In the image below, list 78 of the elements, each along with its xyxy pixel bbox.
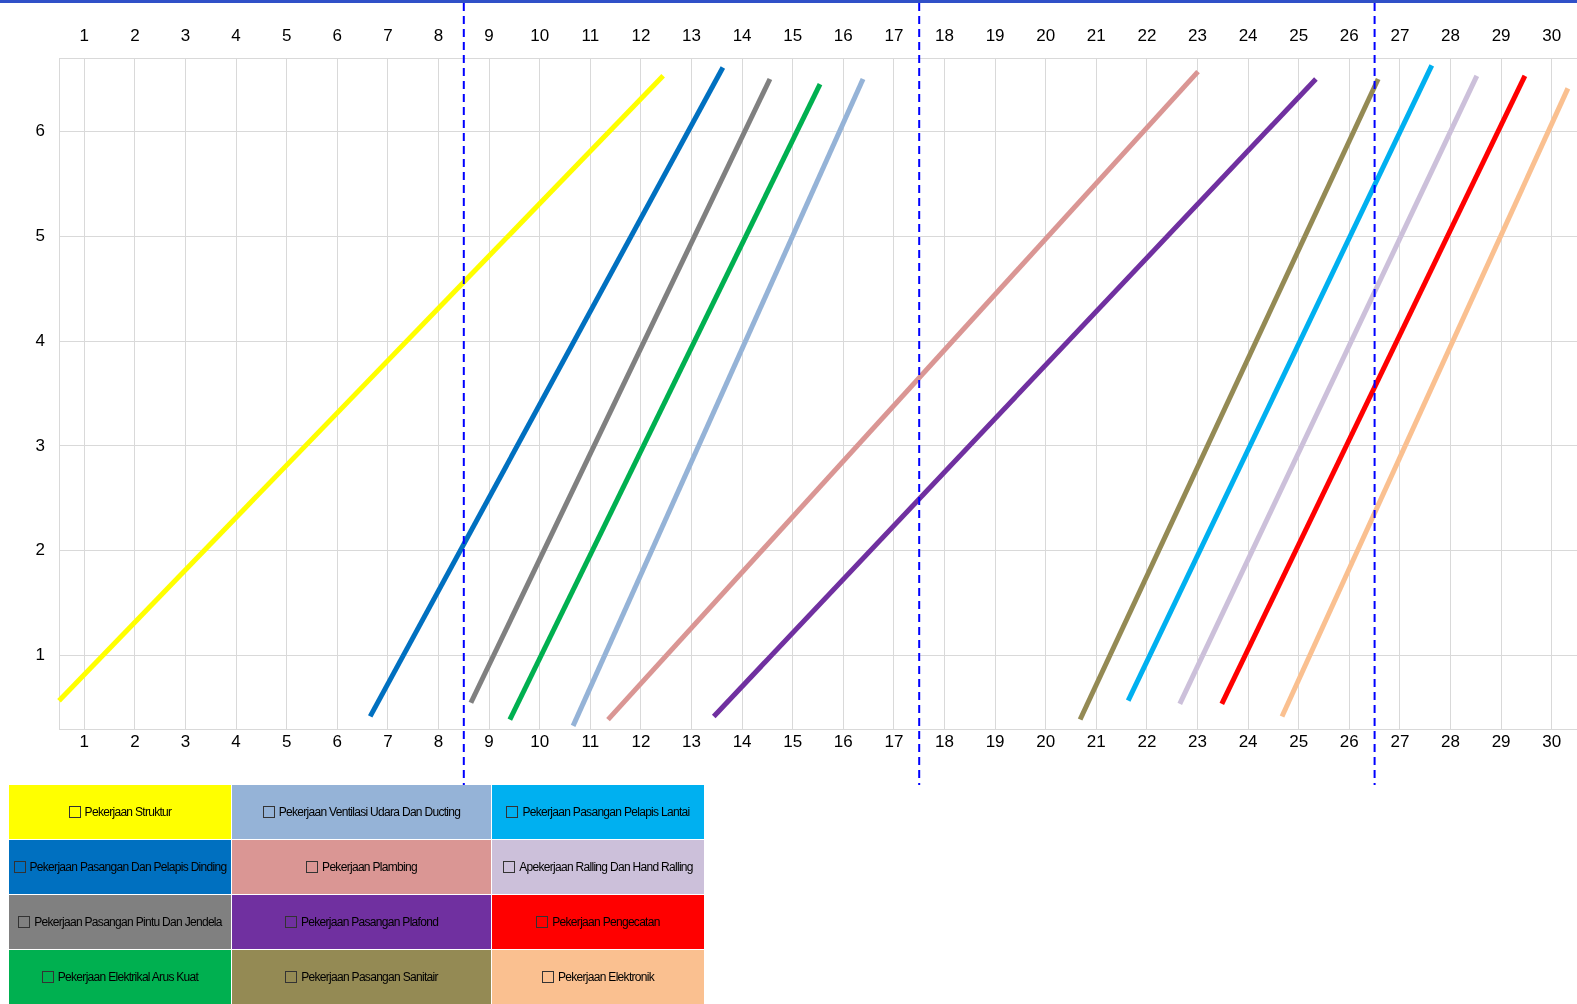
x2-tick-label: 23 xyxy=(1188,26,1207,46)
x2-tick-label: 11 xyxy=(581,26,600,46)
x2-tick-label: 12 xyxy=(631,26,651,46)
x-tick-label: 24 xyxy=(1238,731,1258,751)
legend-label: Pekerjaan Pasangan Pelapis Lantai xyxy=(522,805,690,819)
x2-tick-label: 2 xyxy=(130,26,140,46)
x-tick-label: 18 xyxy=(935,731,954,751)
x-tick-label: 19 xyxy=(985,731,1005,751)
x2-tick-label: 29 xyxy=(1491,26,1511,46)
x2-tick-label: 19 xyxy=(985,26,1005,46)
x2-tick-label: 25 xyxy=(1289,26,1309,46)
x-tick-label: 23 xyxy=(1188,731,1207,751)
x2-tick-label: 1 xyxy=(79,26,90,46)
x-tick-label: 27 xyxy=(1390,731,1410,751)
x2-tick-label: 9 xyxy=(484,26,494,46)
legend-label: Pekerjaan Elektronik xyxy=(557,970,655,984)
x-tick-label: 28 xyxy=(1441,731,1460,751)
x2-tick-label: 28 xyxy=(1441,26,1460,46)
x2-tick-label: 27 xyxy=(1390,26,1410,46)
x2-tick-label: 17 xyxy=(884,26,904,46)
x-tick-label: 9 xyxy=(484,731,494,751)
x2-tick-label: 18 xyxy=(935,26,954,46)
x-tick-label: 15 xyxy=(783,731,803,751)
x-tick-label: 14 xyxy=(732,731,752,751)
x2-tick-label: 24 xyxy=(1238,26,1258,46)
y-tick-label: 3 xyxy=(35,435,45,455)
legend-label: Pekerjaan Pasangan Sanitair xyxy=(301,970,438,984)
x2-tick-label: 22 xyxy=(1137,26,1157,46)
x-tick-label: 29 xyxy=(1491,731,1511,751)
y-tick-label: 6 xyxy=(35,121,45,141)
x2-tick-label: 20 xyxy=(1036,26,1056,46)
x2-tick-label: 16 xyxy=(833,26,853,46)
x-tick-label: 6 xyxy=(332,731,343,751)
legend-label: Pekerjaan Elektrikal Arus Kuat xyxy=(57,970,199,984)
x2-tick-label: 30 xyxy=(1542,26,1562,46)
x-tick-label: 12 xyxy=(631,731,651,751)
y-tick-label: 1 xyxy=(35,645,45,665)
legend-label: Pekerjaan Pasangan Pintu Dan Jendela xyxy=(34,915,222,929)
legend-label: Pekerjaan Pasangan Plafond xyxy=(300,915,439,929)
x2-tick-label: 13 xyxy=(682,26,701,46)
x-tick-label: 30 xyxy=(1542,731,1562,751)
x-tick-label: 16 xyxy=(833,731,853,751)
x-tick-label: 1 xyxy=(79,731,90,751)
x2-tick-label: 14 xyxy=(732,26,752,46)
x2-tick-label: 26 xyxy=(1339,26,1359,46)
x-tick-label: 21 xyxy=(1086,731,1106,751)
x-tick-label: 17 xyxy=(884,731,904,751)
x-tick-label: 26 xyxy=(1339,731,1359,751)
x2-tick-label: 7 xyxy=(383,26,393,46)
x-tick-label: 20 xyxy=(1036,731,1056,751)
x-tick-label: 8 xyxy=(433,731,444,751)
y-tick-label: 4 xyxy=(35,330,45,350)
legend-label: Pekerjaan Ventilasi Udara Dan Ducting xyxy=(278,805,461,819)
x-tick-label: 3 xyxy=(180,731,191,751)
legend-label: Pekerjaan Pasangan Dan Pelapis Dinding xyxy=(29,860,227,874)
y-tick-label: 5 xyxy=(35,225,45,245)
x-tick-label: 4 xyxy=(231,731,241,751)
legend-label: Pekerjaan Struktur xyxy=(84,805,172,819)
legend-label: Apekerjaan Ralling Dan Hand Ralling xyxy=(519,860,693,874)
x-tick-label: 7 xyxy=(383,731,393,751)
x-tick-label: 13 xyxy=(682,731,701,751)
x-tick-label: 5 xyxy=(281,731,292,751)
x2-tick-label: 8 xyxy=(433,26,444,46)
x2-tick-label: 10 xyxy=(530,26,550,46)
x2-tick-label: 5 xyxy=(281,26,292,46)
x-tick-label: 22 xyxy=(1137,731,1157,751)
legend-label: Pekerjaan Pengecatan xyxy=(552,915,660,929)
x2-tick-label: 6 xyxy=(332,26,343,46)
x-tick-label: 11 xyxy=(581,731,600,751)
x2-tick-label: 3 xyxy=(180,26,191,46)
x2-tick-label: 21 xyxy=(1086,26,1106,46)
x2-tick-label: 15 xyxy=(783,26,803,46)
x-tick-label: 10 xyxy=(530,731,550,751)
y-tick-label: 2 xyxy=(35,540,45,560)
x-tick-label: 2 xyxy=(130,731,140,751)
legend-label: Pekerjaan Plambing xyxy=(322,860,417,874)
x2-tick-label: 4 xyxy=(231,26,241,46)
x-tick-label: 25 xyxy=(1289,731,1309,751)
